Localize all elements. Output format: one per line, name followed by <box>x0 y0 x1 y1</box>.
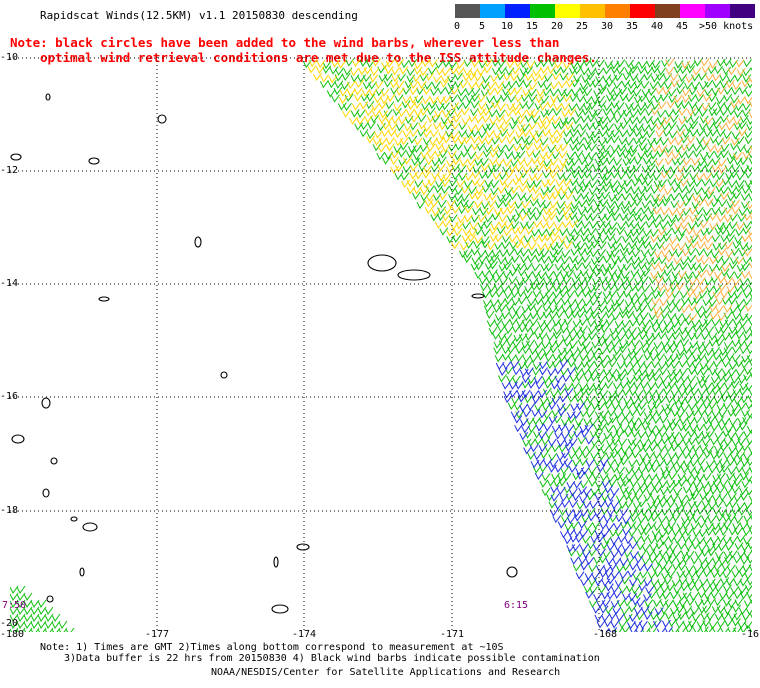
legend-tick-label: 35 <box>625 21 639 32</box>
lat-label-14s: -14 <box>0 278 19 289</box>
island-e <box>88 157 100 165</box>
samoa-upolu <box>397 269 431 281</box>
wind-barb-group <box>650 58 752 322</box>
samoa-savaii <box>367 254 397 272</box>
legend-tick-label: 30 <box>600 21 614 32</box>
legend-swatch <box>730 4 755 18</box>
legend-swatch <box>705 4 730 18</box>
legend-swatch <box>630 4 655 18</box>
footer-note-2: 3)Data buffer is 22 hrs from 20150830 4)… <box>64 653 600 664</box>
color-legend: 0 5 10 15 20 25 30 35 40 45 >50 knots <box>454 4 755 32</box>
wind-barb-group <box>307 58 578 251</box>
island-q <box>271 604 289 614</box>
legend-tick-label: 45 <box>675 21 689 32</box>
wind-map <box>10 57 752 632</box>
legend-tick-label: 10 <box>500 21 514 32</box>
legend-tick-label: 40 <box>650 21 664 32</box>
pass-time-right: 6:15 <box>504 600 529 611</box>
island-s <box>46 595 54 603</box>
legend-swatch <box>555 4 580 18</box>
legend-swatch <box>530 4 555 18</box>
island-g <box>220 371 228 379</box>
island-c <box>157 114 167 124</box>
legend-swatch <box>655 4 680 18</box>
lon-label-171: -171 <box>439 629 465 640</box>
legend-tick-label: >50 knots <box>699 21 754 32</box>
wind-barb-group <box>10 58 752 632</box>
legend-tick-label: 15 <box>525 21 539 32</box>
pass-time-left: 7:50 <box>2 600 27 611</box>
legend-swatch <box>505 4 530 18</box>
island-n <box>296 543 310 551</box>
product-title: Rapidscat Winds(12.5KM) v1.1 20150830 de… <box>40 9 358 22</box>
legend-swatch <box>605 4 630 18</box>
island-d <box>45 93 51 101</box>
legend-tick-label: 0 <box>453 21 461 32</box>
legend-tick-label: 20 <box>550 21 564 32</box>
legend-swatch <box>580 4 605 18</box>
lat-label-16s: -16 <box>0 391 19 402</box>
legend-tick-label: 25 <box>575 21 589 32</box>
wind-barb-field <box>10 58 752 632</box>
island-r <box>79 567 85 577</box>
footer-credit: NOAA/NESDIS/Center for Satellite Applica… <box>211 667 561 678</box>
lat-label-12s: -12 <box>0 165 19 176</box>
island-o <box>273 556 279 568</box>
island-j <box>50 457 58 465</box>
island-p <box>506 566 518 578</box>
wind-barb-group <box>495 359 674 632</box>
lon-label-174: -174 <box>291 629 317 640</box>
island-i <box>11 434 25 444</box>
legend-ticks: 0 5 10 15 20 25 30 35 40 45 >50 knots <box>453 21 755 35</box>
island-k <box>42 488 50 498</box>
legend-swatch <box>680 4 705 18</box>
legend-swatch <box>455 4 480 18</box>
lat-label-18s: -18 <box>0 505 19 516</box>
lon-label-168: -168 <box>592 629 618 640</box>
legend-swatches <box>455 4 755 18</box>
lat-label-20s: -20 <box>0 618 19 629</box>
islands <box>10 93 518 614</box>
lon-label-177: -177 <box>144 629 170 640</box>
lon-label-165: -16 <box>740 629 760 640</box>
island-tutuila <box>471 293 485 299</box>
island-h <box>41 397 51 409</box>
note-line-1: Note: black circles have been added to t… <box>10 35 560 50</box>
lon-label-180: -180 <box>0 629 25 640</box>
island-f <box>10 153 22 161</box>
island-l <box>82 522 98 532</box>
footer-note-1: Note: 1) Times are GMT 2)Times along bot… <box>40 642 504 653</box>
legend-swatch <box>480 4 505 18</box>
island-b <box>98 296 110 302</box>
island-a <box>194 236 202 248</box>
legend-tick-label: 5 <box>478 21 486 32</box>
lat-label-10s: -10 <box>0 52 19 63</box>
island-m <box>70 516 78 522</box>
